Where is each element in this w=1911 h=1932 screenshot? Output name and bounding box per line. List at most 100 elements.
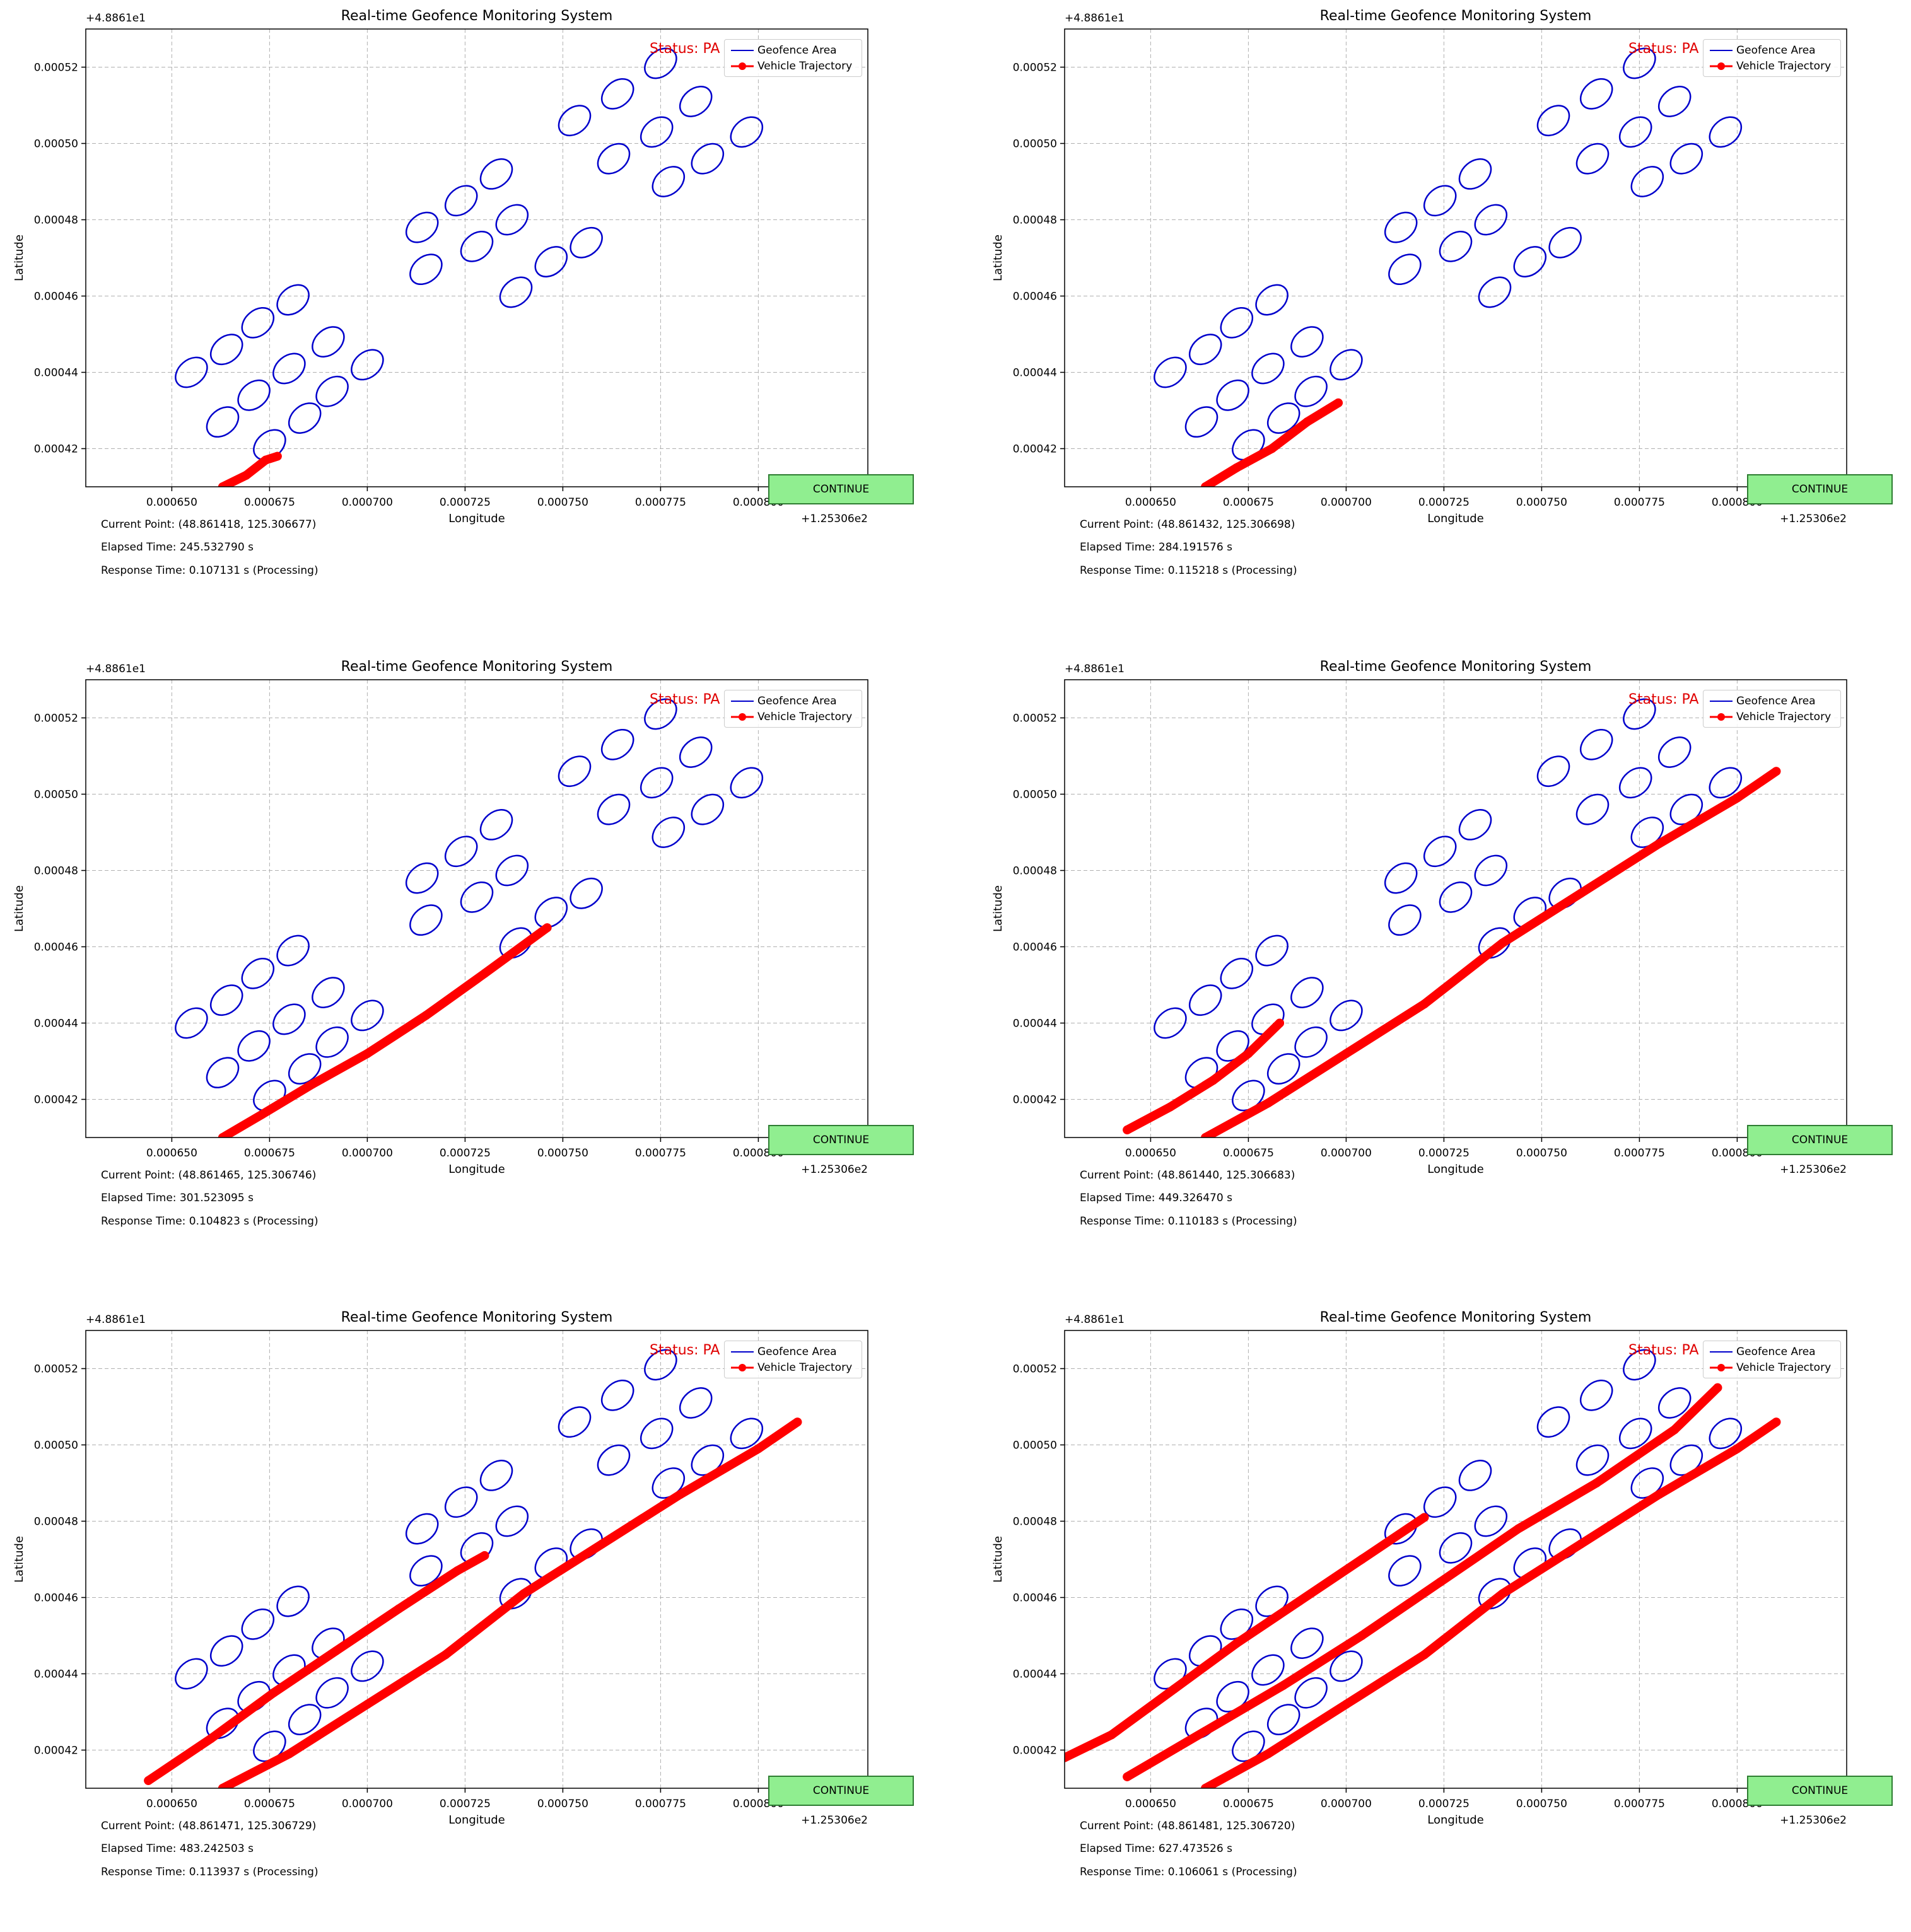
trajectory-line bbox=[1201, 767, 1781, 1138]
geofence-areas bbox=[1154, 47, 1743, 461]
y-tick-label: 0.00048 bbox=[1013, 865, 1057, 878]
plot-frame bbox=[85, 679, 868, 1138]
geofence-ellipse bbox=[1388, 1555, 1422, 1587]
trajectory-point bbox=[1772, 1417, 1781, 1427]
x-axis-label: Longitude bbox=[448, 512, 505, 525]
geofence-ellipse bbox=[1188, 334, 1222, 366]
continue-button[interactable]: CONTINUE bbox=[1747, 474, 1893, 504]
trajectory-point bbox=[1201, 1726, 1210, 1736]
trajectory-point bbox=[441, 1650, 450, 1660]
trajectory-point bbox=[1232, 1639, 1241, 1648]
x-tick-label: 0.000675 bbox=[244, 496, 295, 509]
geofence-ellipse bbox=[479, 158, 513, 190]
chart-legend: Geofence Area Vehicle Trajectory bbox=[1703, 39, 1841, 77]
x-tick-label: 0.000650 bbox=[1125, 496, 1176, 509]
continue-button[interactable]: CONTINUE bbox=[1747, 1125, 1893, 1155]
trajectory-point bbox=[1498, 1589, 1507, 1598]
geofence-ellipse bbox=[499, 276, 533, 308]
y-offset-label: +4.8861e1 bbox=[86, 12, 146, 25]
continue-button[interactable]: CONTINUE bbox=[768, 474, 914, 504]
y-tick-label: 0.00046 bbox=[34, 1592, 78, 1605]
elapsed-time-text: Elapsed Time: 449.326470 s bbox=[1080, 1192, 1232, 1204]
x-tick-label: 0.000700 bbox=[342, 1798, 393, 1810]
geofence-ellipse bbox=[1657, 86, 1692, 117]
x-tick-label: 0.000650 bbox=[1125, 1798, 1176, 1810]
continue-button[interactable]: CONTINUE bbox=[768, 1125, 914, 1155]
geofence-ellipse bbox=[534, 897, 568, 928]
y-offset-label: +4.8861e1 bbox=[86, 663, 146, 675]
x-tick-label: 0.000775 bbox=[1614, 1798, 1665, 1810]
status-text: Status: PA bbox=[650, 41, 720, 57]
response-time-text: Response Time: 0.106061 s (Processing) bbox=[1080, 1866, 1297, 1878]
vehicle-trajectories bbox=[218, 923, 552, 1138]
trajectory-point bbox=[1733, 793, 1742, 803]
geofence-ellipse bbox=[1384, 862, 1418, 894]
status-text: Status: PA bbox=[1628, 41, 1698, 57]
geofence-ellipse bbox=[351, 999, 384, 1032]
geofence-ellipse bbox=[1266, 1053, 1300, 1085]
geofence-plot: 0.000650 0.000675 0.000700 0.000725 0.000750… bbox=[13, 659, 868, 1176]
trajectory-point bbox=[1123, 1125, 1132, 1134]
y-tick-label: 0.00052 bbox=[1013, 1363, 1057, 1376]
trajectory-point bbox=[218, 1784, 227, 1788]
y-axis-label: Latitude bbox=[13, 235, 26, 281]
geofence-ellipse bbox=[1623, 698, 1656, 730]
geofence-plot: 0.000650 0.000675 0.000700 0.000725 0.000750… bbox=[13, 1310, 868, 1827]
geofence-ellipse bbox=[315, 1677, 349, 1709]
legend-trajectory: Vehicle Trajectory bbox=[1704, 1361, 1840, 1375]
x-offset-label: +1.25306e2 bbox=[801, 1163, 868, 1176]
y-tick-label: 0.00048 bbox=[34, 865, 78, 878]
legend-marker-swatch bbox=[1710, 62, 1733, 70]
trajectory-point bbox=[1107, 1730, 1116, 1740]
geofence-plot: 0.000650 0.000675 0.000700 0.000725 0.000750… bbox=[991, 8, 1847, 525]
trajectory-point bbox=[1341, 1699, 1351, 1709]
trajectory-point bbox=[1420, 999, 1429, 1009]
geofence-ellipse bbox=[237, 379, 271, 411]
legend-label: Geofence Area bbox=[757, 1346, 837, 1358]
trajectory-point bbox=[363, 1049, 372, 1058]
y-tick-label: 0.00046 bbox=[34, 291, 78, 303]
y-tick-label: 0.00052 bbox=[1013, 713, 1057, 725]
y-tick-label: 0.00046 bbox=[1013, 291, 1057, 303]
x-tick-label: 0.000750 bbox=[1516, 496, 1567, 509]
trajectory-point bbox=[1065, 1753, 1069, 1762]
y-tick-label: 0.00044 bbox=[34, 1018, 78, 1030]
geofence-ellipse bbox=[460, 881, 494, 913]
y-axis-label: Latitude bbox=[991, 235, 1005, 281]
legend-label: Geofence Area bbox=[1736, 44, 1816, 57]
geofence-ellipse bbox=[1474, 204, 1508, 236]
x-axis-label: Longitude bbox=[1427, 512, 1484, 525]
geofence-ellipse bbox=[597, 1444, 631, 1476]
geofence-ellipse bbox=[558, 1406, 592, 1438]
geofence-ellipse bbox=[1294, 375, 1328, 407]
trajectory-point bbox=[1275, 1018, 1284, 1028]
geofence-ellipse bbox=[1294, 1026, 1328, 1058]
geofence-ellipse bbox=[1251, 352, 1285, 385]
y-axis-label: Latitude bbox=[13, 885, 26, 932]
trajectory-point bbox=[1334, 398, 1343, 407]
y-tick-label: 0.00044 bbox=[1013, 1018, 1057, 1030]
y-tick-label: 0.00044 bbox=[1013, 1668, 1057, 1681]
geofence-ellipse bbox=[1255, 934, 1289, 967]
continue-button[interactable]: CONTINUE bbox=[768, 1776, 914, 1806]
geofence-ellipse bbox=[640, 767, 674, 799]
x-offset-label: +1.25306e2 bbox=[801, 1814, 868, 1827]
trajectory-point bbox=[218, 1133, 227, 1138]
x-tick-label: 0.000650 bbox=[146, 496, 197, 509]
geofence-ellipse bbox=[1184, 406, 1218, 438]
legend-geofence: Geofence Area bbox=[1704, 44, 1840, 57]
plot-frame bbox=[1064, 28, 1847, 487]
trajectory-point bbox=[1201, 1784, 1210, 1788]
trajectory-point bbox=[284, 1749, 294, 1759]
geofence-ellipse bbox=[534, 246, 568, 277]
geofence-ellipse bbox=[409, 253, 443, 286]
trajectory-point bbox=[480, 1551, 489, 1560]
continue-button[interactable]: CONTINUE bbox=[1747, 1776, 1893, 1806]
geofence-ellipse bbox=[272, 1003, 306, 1035]
geofence-ellipse bbox=[272, 352, 306, 385]
geofence-ellipse bbox=[206, 406, 240, 438]
legend-marker-swatch bbox=[731, 713, 754, 721]
geofence-ellipse bbox=[1623, 47, 1656, 79]
legend-line-swatch bbox=[1710, 701, 1733, 702]
geofence-ellipse bbox=[1388, 253, 1422, 286]
